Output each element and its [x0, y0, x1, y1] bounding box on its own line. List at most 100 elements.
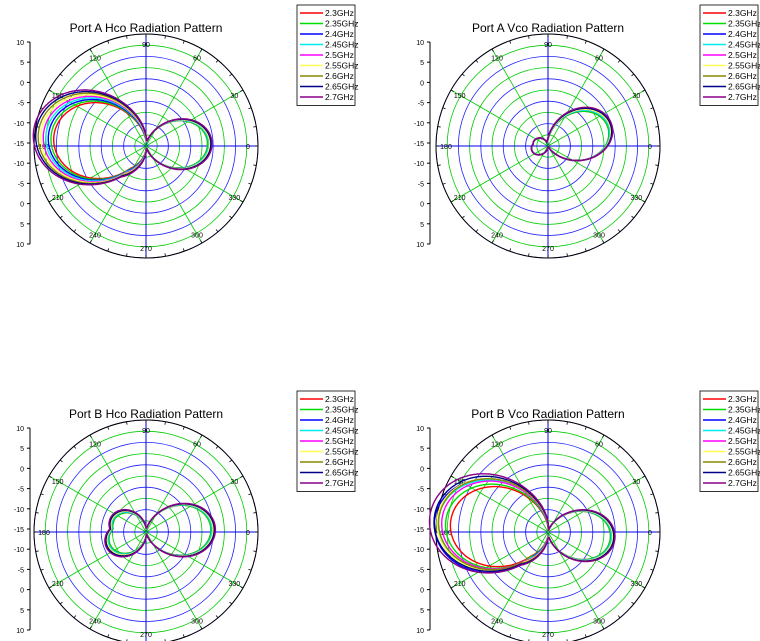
ring-tick: [229, 601, 233, 605]
ring-tick: [528, 35, 530, 39]
angle-tick-label: 330: [228, 581, 240, 588]
radial-tick-label: -5: [418, 567, 424, 574]
angle-tick-label: 60: [595, 56, 603, 63]
angle-tick-label: 60: [595, 442, 603, 449]
ring-tick: [89, 240, 92, 244]
ring-tick: [642, 586, 646, 589]
angle-tick-label: 300: [191, 618, 203, 625]
radial-scale: 10 5 0 -5 -10 -15 -10 -5 0 5 10: [14, 40, 31, 249]
angle-spoke: [491, 145, 549, 244]
ring-tick: [248, 568, 252, 571]
polar-chart-1: Port A Hco Radiation Pattern030609012015…: [14, 4, 359, 259]
legend: 2.3GHz2.35GHz2.4GHz2.45GHz2.5GHz2.55GHz2…: [699, 4, 760, 106]
ring-tick: [650, 493, 654, 496]
series-curve-2.7GHz: [104, 502, 217, 558]
ring-tick: [655, 164, 659, 166]
ring-tick: [215, 59, 219, 63]
angle-spoke: [547, 145, 605, 244]
radial-tick-label: 5: [20, 446, 24, 453]
ring-tick: [107, 248, 110, 252]
ring-tick: [240, 475, 244, 478]
radial-tick-label: 10: [16, 628, 24, 635]
angle-tick-label: 90: [544, 42, 552, 49]
radial-tick-label: -10: [14, 121, 24, 128]
angle-tick-label: 0: [648, 530, 652, 537]
angle-spoke: [48, 475, 147, 533]
ring-tick: [617, 229, 621, 233]
legend-label: 2.5GHz: [728, 50, 757, 60]
angle-spoke: [450, 531, 549, 589]
ring-tick: [73, 229, 77, 233]
ring-tick: [164, 35, 166, 39]
legend-label: 2.65GHz: [325, 82, 359, 92]
legend-label: 2.35GHz: [325, 19, 359, 29]
radial-tick-label: 10: [416, 40, 424, 47]
legend-label: 2.65GHz: [325, 468, 359, 478]
ring-tick: [631, 73, 635, 77]
ring-tick: [107, 426, 110, 430]
angle-spoke: [89, 531, 147, 630]
ring-tick: [655, 126, 659, 128]
ring-tick: [73, 615, 77, 619]
chart-title: Port B Hco Radiation Pattern: [69, 407, 223, 421]
ring-tick: [650, 182, 654, 185]
radial-tick-label: -5: [418, 487, 424, 494]
legend-label: 2.55GHz: [325, 447, 359, 457]
legend-label: 2.4GHz: [325, 415, 354, 425]
angle-tick-label: 240: [89, 618, 101, 625]
ring-tick: [650, 107, 654, 110]
ring-tick: [40, 568, 44, 571]
radial-tick-label: -5: [18, 487, 24, 494]
angle-tick-label: 300: [593, 232, 605, 239]
angle-tick-label: 60: [193, 442, 201, 449]
ring-tick: [650, 568, 654, 571]
ring-tick: [215, 445, 219, 449]
radial-tick-label: 5: [420, 608, 424, 615]
ring-tick: [229, 73, 233, 77]
radial-tick-label: 5: [20, 608, 24, 615]
angle-tick-label: 210: [454, 195, 466, 202]
ring-tick: [461, 73, 465, 77]
radial-tick-label: -10: [414, 161, 424, 168]
angle-tick-label: 240: [491, 232, 503, 239]
ring-tick: [442, 568, 446, 571]
angle-tick-label: 270: [140, 632, 152, 639]
angle-tick-label: 150: [454, 93, 466, 100]
angle-tick-label: 150: [52, 479, 64, 486]
ring-tick: [475, 229, 479, 233]
legend-label: 2.45GHz: [325, 40, 359, 50]
ring-tick: [126, 35, 128, 39]
radial-tick-label: -5: [18, 567, 24, 574]
ring-tick: [475, 445, 479, 449]
ring-tick: [59, 459, 63, 463]
legend-label: 2.7GHz: [325, 92, 354, 102]
angle-tick-label: 300: [593, 618, 605, 625]
radial-tick-label: -10: [14, 161, 24, 168]
ring-tick: [631, 459, 635, 463]
ring-tick: [240, 586, 244, 589]
ring-tick: [240, 200, 244, 203]
ring-tick: [584, 40, 587, 44]
ring-tick: [509, 40, 512, 44]
ring-tick: [200, 434, 203, 438]
legend-label: 2.35GHz: [325, 405, 359, 415]
polar-chart-2: Port A Vco Radiation Pattern 0 30 60 90 120 15…: [414, 4, 760, 259]
angle-spoke: [547, 48, 605, 147]
legend-label: 2.3GHz: [325, 8, 354, 18]
angle-tick-label: 0: [246, 530, 250, 537]
radial-tick-label: 10: [16, 426, 24, 433]
ring-tick: [48, 475, 52, 478]
angle-spoke: [547, 475, 646, 533]
legend-label: 2.5GHz: [728, 436, 757, 446]
radial-tick-label: 0: [20, 202, 24, 209]
legend: 2.3GHz2.35GHz2.4GHz2.45GHz2.5GHz2.55GHz2…: [296, 4, 359, 106]
angle-tick-label: 330: [228, 195, 240, 202]
radial-tick-label: 0: [420, 466, 424, 473]
ring-tick: [528, 421, 530, 425]
radial-tick-label: 10: [16, 242, 24, 249]
ring-tick: [253, 164, 257, 166]
angle-tick-label: 210: [454, 581, 466, 588]
ring-tick: [461, 601, 465, 605]
angle-tick-label: 240: [89, 232, 101, 239]
